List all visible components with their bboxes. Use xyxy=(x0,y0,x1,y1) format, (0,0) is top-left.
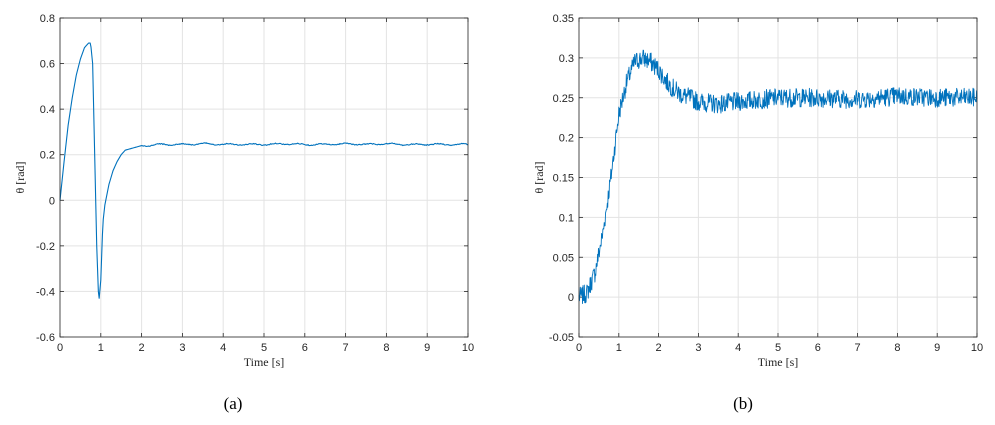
caption-b: (b) xyxy=(733,394,753,413)
caption-a: (a) xyxy=(224,394,243,413)
x-tick-label: 4 xyxy=(220,342,226,354)
y-axis-label: θ [rad] xyxy=(13,161,27,193)
x-tick-label: 6 xyxy=(815,342,821,354)
y-tick-label: 0 xyxy=(49,195,55,207)
y-tick-label: 0.25 xyxy=(553,93,574,105)
x-tick-label: 2 xyxy=(139,342,145,354)
y-tick-label: -0.4 xyxy=(36,286,55,298)
x-tick-label: 2 xyxy=(656,342,662,354)
x-axis-label: Time [s] xyxy=(244,355,285,369)
y-tick-label: 0.05 xyxy=(553,252,574,264)
y-tick-label: -0.2 xyxy=(36,241,55,253)
x-tick-label: 9 xyxy=(934,342,940,354)
x-tick-label: 0 xyxy=(576,342,582,354)
y-tick-label: 0.8 xyxy=(40,13,55,25)
y-tick-label: 0.1 xyxy=(559,212,574,224)
y-tick-label: 0.2 xyxy=(40,150,55,162)
x-tick-label: 7 xyxy=(343,342,349,354)
y-tick-label: -0.05 xyxy=(549,332,574,344)
y-tick-label: 0.3 xyxy=(559,53,574,65)
x-tick-label: 7 xyxy=(855,342,861,354)
x-tick-label: 3 xyxy=(179,342,185,354)
x-tick-label: 5 xyxy=(261,342,267,354)
chart-a: 0 1 2 3 4 5 6 7 8 9 10 -0.6 -0.4 -0.2 0 0.2 0.4 0.6 0.8 Tim… xyxy=(13,13,474,369)
series-line xyxy=(578,49,978,304)
y-axis-label: θ [rad] xyxy=(532,161,546,193)
chart-b: 0 1 2 3 4 5 6 7 8 9 10-0.0500.050.10.150.20.250.30… xyxy=(532,13,983,369)
x-tick-label: 10 xyxy=(462,342,474,354)
x-tick-label: 8 xyxy=(383,342,389,354)
y-tick-label: 0.15 xyxy=(553,173,574,185)
x-tick-label: 8 xyxy=(894,342,900,354)
y-tick-label: 0.6 xyxy=(40,59,55,71)
plot-frame xyxy=(578,17,978,338)
y-tick-label: 0.35 xyxy=(553,13,574,25)
x-tick-label: 9 xyxy=(424,342,430,354)
x-tick-label: 10 xyxy=(971,342,983,354)
y-tick-label: 0.2 xyxy=(559,133,574,145)
x-tick-label: 0 xyxy=(57,342,63,354)
x-axis-label: Time [s] xyxy=(758,355,799,369)
series-line xyxy=(59,42,469,299)
x-tick-label: 5 xyxy=(775,342,781,354)
y-tick-label: 0 xyxy=(568,292,574,304)
plot-frame xyxy=(59,17,469,338)
x-tick-label: 3 xyxy=(695,342,701,354)
x-tick-label: 6 xyxy=(302,342,308,354)
x-tick-label: 4 xyxy=(735,342,741,354)
y-tick-label: -0.6 xyxy=(36,332,55,344)
x-tick-label: 1 xyxy=(98,342,104,354)
x-tick-label: 1 xyxy=(616,342,622,354)
y-tick-label: 0.4 xyxy=(40,104,55,116)
